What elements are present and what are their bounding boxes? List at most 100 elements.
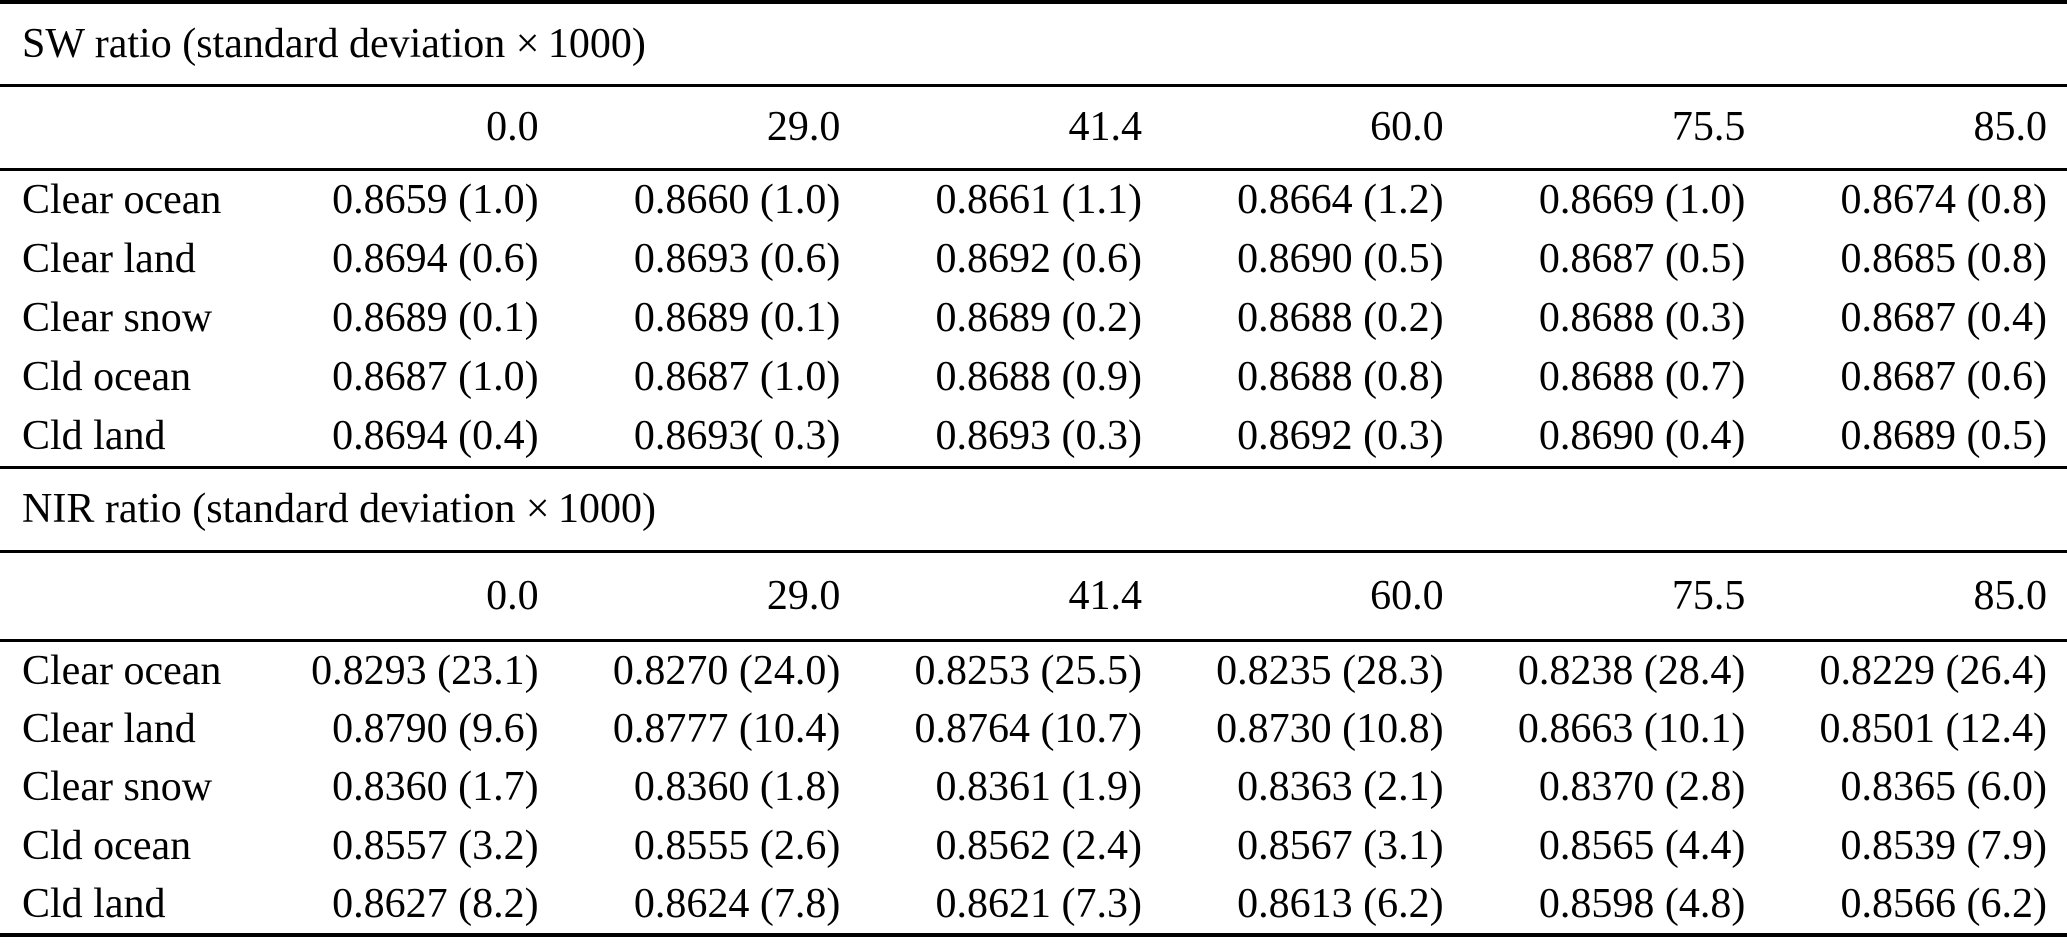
table-row: Cld ocean 0.8557 (3.2) 0.8555 (2.6) 0.85… [0, 817, 2067, 875]
value-cell: 0.8694 (0.4) [332, 413, 539, 460]
value-cell: 0.8565 (4.4) [1538, 822, 1746, 869]
value-cell: 0.8669 (1.0) [1538, 177, 1746, 224]
table-row: Clear snow 0.8689 (0.1) 0.8689 (0.1) 0.8… [0, 289, 2067, 348]
nir-table-body: Clear ocean 0.8293 (23.1) 0.8270 (24.0) … [0, 642, 2067, 933]
value-cell: 0.8567 (3.1) [1237, 822, 1444, 869]
value-cell: 0.8688 (0.3) [1538, 295, 1746, 342]
value-cell: 0.8690 (0.4) [1538, 413, 1746, 460]
row-label: Cld ocean [22, 354, 192, 401]
nir-header-rule [0, 639, 2067, 642]
value-cell: 0.8688 (0.9) [935, 354, 1142, 401]
sw-table-title-row: SW ratio (standard deviation × 1000) [0, 4, 2067, 84]
row-label: Clear ocean [22, 177, 222, 224]
value-cell: 0.8693( 0.3) [633, 413, 841, 460]
nir-table-title-row: NIR ratio (standard deviation × 1000) [0, 469, 2067, 550]
sw-col-header: 41.4 [1068, 104, 1142, 151]
value-cell: 0.8598 (4.8) [1538, 880, 1746, 927]
top-rule [0, 0, 2067, 4]
value-cell: 0.8688 (0.7) [1538, 354, 1746, 401]
section-divider-rule [0, 466, 2067, 469]
sw-col-header: 0.0 [486, 104, 539, 151]
value-cell: 0.8692 (0.3) [1237, 413, 1444, 460]
sw-header-row: 0.0 29.0 41.4 60.0 75.5 85.0 [0, 87, 2067, 168]
value-cell: 0.8694 (0.6) [332, 236, 539, 283]
value-cell: 0.8687 (0.4) [1840, 295, 2047, 342]
value-cell: 0.8253 (25.5) [914, 648, 1142, 694]
nir-col-header: 60.0 [1370, 572, 1444, 619]
table-row: Cld land 0.8694 (0.4) 0.8693( 0.3) 0.869… [0, 407, 2067, 466]
sw-table-title: SW ratio (standard deviation × 1000) [22, 20, 646, 67]
table-row: Clear snow 0.8360 (1.7) 0.8360 (1.8) 0.8… [0, 758, 2067, 816]
row-label: Clear snow [22, 764, 213, 811]
nir-col-header: 75.5 [1671, 572, 1746, 619]
row-label: Cld land [22, 880, 166, 927]
value-cell: 0.8688 (0.8) [1237, 354, 1444, 401]
sw-col-header: 29.0 [766, 104, 841, 151]
nir-col-header: 41.4 [1068, 572, 1142, 619]
value-cell: 0.8790 (9.6) [332, 706, 539, 753]
nir-title-rule [0, 550, 2067, 553]
value-cell: 0.8664 (1.2) [1237, 177, 1444, 224]
value-cell: 0.8361 (1.9) [935, 764, 1142, 811]
value-cell: 0.8370 (2.8) [1538, 764, 1746, 811]
value-cell: 0.8229 (26.4) [1819, 648, 2047, 694]
value-cell: 0.8238 (28.4) [1517, 648, 1746, 694]
value-cell: 0.8613 (6.2) [1237, 880, 1444, 927]
value-cell: 0.8688 (0.2) [1237, 295, 1444, 342]
value-cell: 0.8365 (6.0) [1840, 764, 2047, 811]
value-cell: 0.8687 (0.6) [1840, 354, 2047, 401]
value-cell: 0.8685 (0.8) [1840, 236, 2047, 283]
value-cell: 0.8566 (6.2) [1840, 880, 2047, 927]
table-row: Cld land 0.8627 (8.2) 0.8624 (7.8) 0.862… [0, 875, 2067, 933]
value-cell: 0.8555 (2.6) [633, 822, 841, 869]
table-row: Clear land 0.8790 (9.6) 0.8777 (10.4) 0.… [0, 700, 2067, 758]
value-cell: 0.8674 (0.8) [1840, 177, 2047, 224]
sw-title-rule [0, 84, 2067, 87]
sw-col-header: 75.5 [1671, 104, 1746, 151]
table-row: Clear ocean 0.8293 (23.1) 0.8270 (24.0) … [0, 642, 2067, 700]
value-cell: 0.8627 (8.2) [332, 880, 539, 927]
value-cell: 0.8687 (1.0) [633, 354, 841, 401]
value-cell: 0.8764 (10.7) [914, 706, 1142, 753]
table-row: Cld ocean 0.8687 (1.0) 0.8687 (1.0) 0.86… [0, 348, 2067, 407]
row-label: Cld land [22, 413, 166, 460]
bottom-rule [0, 933, 2067, 937]
value-cell: 0.8363 (2.1) [1237, 764, 1444, 811]
value-cell: 0.8661 (1.1) [935, 177, 1142, 224]
nir-col-header: 85.0 [1973, 572, 2047, 619]
value-cell: 0.8663 (10.1) [1517, 706, 1746, 753]
table-row: Clear ocean 0.8659 (1.0) 0.8660 (1.0) 0.… [0, 171, 2067, 230]
value-cell: 0.8659 (1.0) [332, 177, 539, 224]
row-label: Cld ocean [22, 822, 192, 869]
value-cell: 0.8689 (0.1) [633, 295, 841, 342]
row-label: Clear land [22, 706, 196, 753]
sw-col-header: 85.0 [1973, 104, 2047, 151]
value-cell: 0.8689 (0.2) [935, 295, 1142, 342]
nir-col-header: 29.0 [766, 572, 841, 619]
value-cell: 0.8235 (28.3) [1216, 648, 1444, 694]
row-label: Clear land [22, 236, 196, 283]
nir-header-row: 0.0 29.0 41.4 60.0 75.5 85.0 [0, 553, 2067, 639]
table-row: Clear land 0.8694 (0.6) 0.8693 (0.6) 0.8… [0, 230, 2067, 289]
value-cell: 0.8539 (7.9) [1840, 822, 2047, 869]
value-cell: 0.8360 (1.8) [633, 764, 841, 811]
value-cell: 0.8693 (0.3) [935, 413, 1142, 460]
value-cell: 0.8692 (0.6) [935, 236, 1142, 283]
value-cell: 0.8624 (7.8) [633, 880, 841, 927]
sw-table-body: Clear ocean 0.8659 (1.0) 0.8660 (1.0) 0.… [0, 171, 2067, 466]
nir-table-title: NIR ratio (standard deviation × 1000) [22, 486, 656, 533]
row-label: Clear snow [22, 295, 213, 342]
value-cell: 0.8730 (10.8) [1216, 706, 1444, 753]
value-cell: 0.8687 (1.0) [332, 354, 539, 401]
value-cell: 0.8689 (0.1) [332, 295, 539, 342]
value-cell: 0.8693 (0.6) [633, 236, 841, 283]
value-cell: 0.8777 (10.4) [612, 706, 841, 753]
value-cell: 0.8689 (0.5) [1840, 413, 2047, 460]
sw-col-header: 60.0 [1370, 104, 1444, 151]
value-cell: 0.8660 (1.0) [633, 177, 841, 224]
value-cell: 0.8270 (24.0) [612, 648, 841, 694]
value-cell: 0.8687 (0.5) [1538, 236, 1746, 283]
value-cell: 0.8557 (3.2) [332, 822, 539, 869]
nir-col-header: 0.0 [486, 572, 539, 619]
